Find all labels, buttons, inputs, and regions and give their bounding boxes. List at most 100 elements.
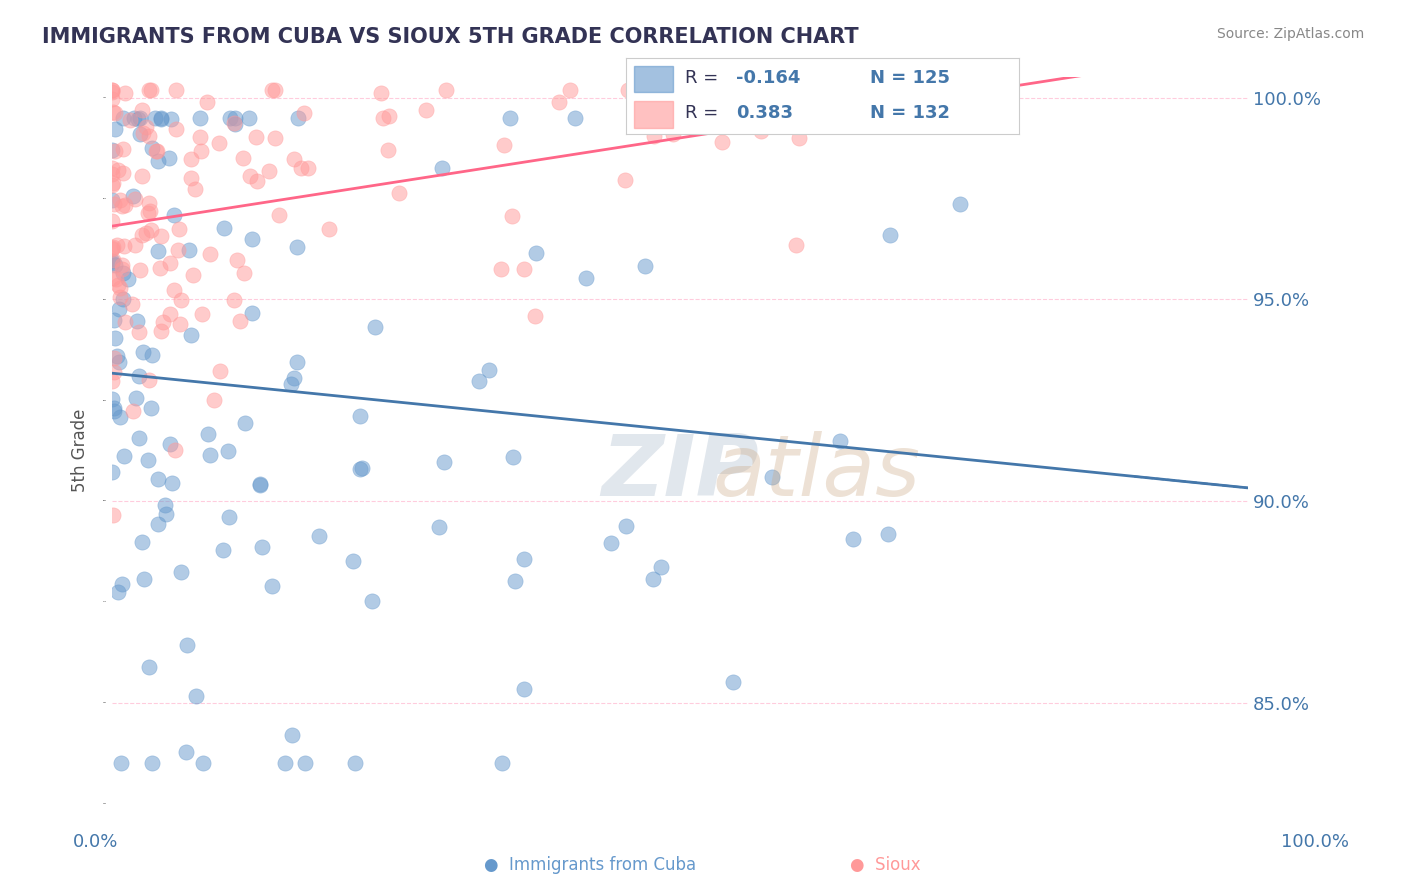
Point [377,109,399,123]
Point [238,111,260,125]
Point [232,266,254,280]
Point [101,92,124,106]
Point [165,82,187,96]
Text: N = 132: N = 132 [870,104,949,122]
Point [103,144,125,158]
Point [876,526,898,541]
Point [114,87,136,101]
Point [285,354,308,368]
Point [224,116,246,130]
Point [105,349,128,363]
Y-axis label: 5th Grade: 5th Grade [72,409,89,492]
Point [131,169,153,184]
Point [879,228,901,243]
Point [523,310,546,324]
Point [138,128,160,143]
Point [478,363,501,377]
Point [224,111,246,125]
Point [956,90,979,104]
Point [434,82,457,96]
Point [112,111,135,125]
Text: atlas: atlas [713,432,920,515]
Point [218,111,240,125]
Point [149,260,172,275]
Point [218,509,240,524]
Point [107,277,129,292]
Point [318,222,340,236]
Point [131,227,153,242]
Point [626,111,648,125]
Point [104,106,127,120]
Point [191,756,214,770]
Point [127,112,149,127]
Text: N = 125: N = 125 [870,70,949,87]
Point [112,142,135,156]
Point [138,659,160,673]
Point [388,186,411,200]
Point [188,111,211,125]
Point [157,151,180,165]
Point [112,238,135,252]
Point [114,315,136,329]
Point [371,112,394,126]
Point [233,416,256,430]
Point [160,476,183,491]
Point [138,453,160,467]
Point [145,144,167,158]
Point [222,293,245,308]
Point [101,193,124,207]
Point [673,82,696,96]
Point [183,182,205,196]
Point [240,306,263,320]
Point [614,519,637,533]
Point [513,681,536,696]
Point [188,130,211,145]
Point [165,122,187,136]
Point [145,111,167,125]
Point [547,95,569,110]
Point [101,392,124,406]
Point [499,111,522,125]
Point [297,161,319,176]
Point [377,143,399,157]
Point [842,532,865,546]
Point [169,317,191,331]
Point [101,167,124,181]
Point [159,307,181,321]
Point [134,572,156,586]
Point [180,327,202,342]
Point [274,756,297,770]
Point [111,199,134,213]
Point [749,124,772,138]
Point [103,404,125,418]
Point [141,756,163,770]
Point [124,192,146,206]
Point [246,174,269,188]
Point [103,365,125,379]
Point [225,253,247,268]
Point [180,170,202,185]
Point [513,261,536,276]
Point [131,535,153,549]
Point [600,536,623,550]
Point [127,314,149,328]
Point [124,392,146,406]
Point [174,745,197,759]
Point [159,437,181,451]
Point [111,258,134,272]
Point [513,551,536,566]
Point [128,263,150,277]
Point [101,240,124,254]
Point [146,154,169,169]
Point [139,401,162,415]
Point [308,529,330,543]
Point [107,355,129,369]
Point [146,145,169,159]
Point [217,443,239,458]
Point [149,324,172,338]
Point [159,255,181,269]
Text: -0.164: -0.164 [735,70,800,87]
Point [141,82,163,96]
Point [280,376,302,391]
Point [294,756,316,770]
